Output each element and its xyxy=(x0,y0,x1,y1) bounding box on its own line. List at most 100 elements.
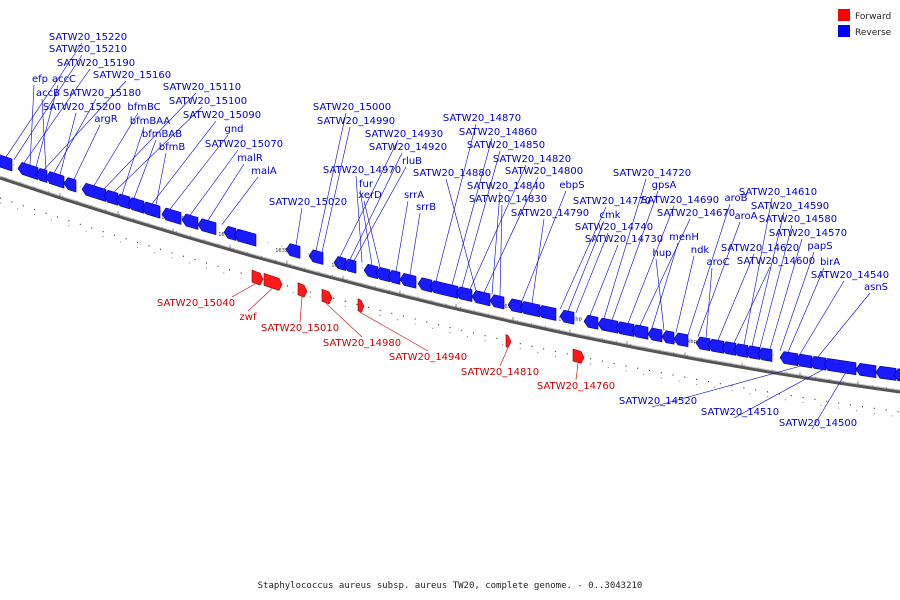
reverse-gene-arrow[interactable] xyxy=(471,290,491,307)
reverse-gene-label: SATW20_14790 xyxy=(511,208,589,219)
reverse-gene-arrow[interactable] xyxy=(721,341,737,356)
reverse-leader-line xyxy=(817,292,871,358)
reverse-gene-arrow[interactable] xyxy=(35,167,48,184)
reverse-gene-arrow[interactable] xyxy=(399,272,417,289)
reverse-gene-arrow[interactable] xyxy=(0,154,13,172)
reverse-gene-arrow[interactable] xyxy=(308,249,324,265)
reverse-gene-label: papS xyxy=(807,241,832,252)
reverse-leader-line xyxy=(799,280,845,355)
reverse-gene-label: bfmBAB xyxy=(142,129,182,140)
reverse-gene-arrow[interactable] xyxy=(489,294,505,310)
forward-gene-arrow[interactable] xyxy=(251,269,264,286)
reverse-leader-line xyxy=(759,224,793,348)
reverse-gene-label: efp xyxy=(32,74,48,85)
reverse-gene-arrow[interactable] xyxy=(45,171,65,189)
reverse-gene-arrow[interactable] xyxy=(855,362,877,378)
reverse-gene-arrow[interactable] xyxy=(519,301,541,318)
reverse-gene-arrow[interactable] xyxy=(363,263,379,280)
reverse-leader-line xyxy=(363,200,381,268)
reverse-gene-arrow[interactable] xyxy=(757,347,773,362)
reverse-gene-arrow[interactable] xyxy=(285,243,301,259)
reverse-gene-label: hup xyxy=(652,248,671,259)
reverse-gene-label: SATW20_14850 xyxy=(467,140,545,151)
reverse-gene-arrow[interactable] xyxy=(417,277,433,293)
reverse-gene-arrow[interactable] xyxy=(17,162,39,181)
reverse-gene-arrow[interactable] xyxy=(161,207,182,225)
reverse-gene-arrow[interactable] xyxy=(181,213,199,230)
reverse-gene-arrow[interactable] xyxy=(661,330,675,345)
reverse-gene-label: SATW20_15100 xyxy=(169,96,247,107)
reverse-gene-label: SATW20_14820 xyxy=(493,154,571,165)
reverse-gene-label: aroC xyxy=(706,257,729,268)
reverse-gene-label: SATW20_15020 xyxy=(269,197,347,208)
forward-gene-arrow[interactable] xyxy=(572,348,585,364)
reverse-gene-label: gnd xyxy=(224,124,243,135)
reverse-gene-label: SATW20_14500 xyxy=(779,418,857,429)
reverse-gene-label: ndk xyxy=(691,245,710,256)
reverse-gene-arrow[interactable] xyxy=(127,197,145,214)
reverse-gene-arrow[interactable] xyxy=(537,305,557,321)
reverse-gene-arrow[interactable] xyxy=(673,332,689,348)
reverse-leader-line xyxy=(627,205,675,324)
reverse-gene-arrow[interactable] xyxy=(615,321,635,337)
forward-gene-label: SATW20_14810 xyxy=(461,367,539,378)
reverse-gene-arrow[interactable] xyxy=(81,182,107,202)
reverse-leader-line xyxy=(469,164,527,290)
reverse-gene-arrow[interactable] xyxy=(583,314,599,330)
forward-gene-label: zwf xyxy=(240,312,257,323)
reverse-gene-label: accC xyxy=(52,74,76,85)
legend-reverse-swatch xyxy=(838,25,850,37)
reverse-leader-line xyxy=(53,98,97,174)
genome-caption: Staphylococcus aureus subsp. aureus TW20… xyxy=(258,581,643,591)
reverse-leader-line xyxy=(705,267,713,339)
forward-leader-line xyxy=(247,288,273,312)
reverse-leader-line xyxy=(43,80,127,170)
reverse-gene-arrow[interactable] xyxy=(597,317,619,334)
reverse-gene-arrow[interactable] xyxy=(695,336,711,352)
reverse-gene-arrow[interactable] xyxy=(387,269,401,285)
reverse-leader-line xyxy=(575,232,609,313)
forward-gene-arrow[interactable] xyxy=(321,288,333,305)
reverse-leader-line xyxy=(349,152,403,260)
reverse-gene-arrow[interactable] xyxy=(745,345,761,360)
forward-gene-arrow[interactable] xyxy=(297,282,308,298)
reverse-gene-arrow[interactable] xyxy=(507,298,523,314)
reverse-gene-arrow[interactable] xyxy=(733,343,749,358)
reverse-gene-label: SATW20_14510 xyxy=(701,407,779,418)
reverse-gene-label: SATW20_15190 xyxy=(57,58,135,69)
reverse-leader-line xyxy=(491,191,501,295)
reverse-gene-arrow[interactable] xyxy=(779,351,799,367)
legend-reverse-label: Reverse xyxy=(855,28,892,38)
reverse-gene-arrow[interactable] xyxy=(233,228,257,247)
reverse-gene-label: SATW20_15180 xyxy=(63,88,141,99)
reverse-gene-arrow[interactable] xyxy=(823,358,857,376)
reverse-leader-line xyxy=(355,175,363,263)
reverse-gene-arrow[interactable] xyxy=(455,286,473,303)
reverse-gene-arrow[interactable] xyxy=(795,353,813,369)
reverse-leader-line xyxy=(73,124,101,180)
reverse-gene-arrow[interactable] xyxy=(875,365,897,381)
reverse-gene-label: bfmBAA xyxy=(130,116,171,127)
reverse-gene-arrow[interactable] xyxy=(559,309,575,325)
reverse-gene-label: gpsA xyxy=(652,180,677,191)
reverse-gene-label: SATW20_15220 xyxy=(49,32,127,43)
forward-gene-arrow[interactable] xyxy=(263,273,283,291)
forward-gene-arrow[interactable] xyxy=(505,333,512,349)
gene-arrows xyxy=(0,154,900,382)
reverse-gene-arrow[interactable] xyxy=(63,177,77,193)
reverse-gene-arrow[interactable] xyxy=(809,356,827,371)
reverse-gene-arrow[interactable] xyxy=(141,201,161,219)
reverse-gene-arrow[interactable] xyxy=(647,327,663,343)
reverse-gene-label: SATW20_14730 xyxy=(585,234,663,245)
reverse-leader-line xyxy=(451,137,493,286)
reverse-leader-line xyxy=(5,42,83,158)
legend: Forward Reverse xyxy=(838,9,892,38)
reverse-gene-label: SATW20_14930 xyxy=(365,129,443,140)
reverse-gene-arrow[interactable] xyxy=(223,225,237,241)
reverse-gene-arrow[interactable] xyxy=(631,324,649,340)
reverse-leader-line xyxy=(655,258,665,331)
reverse-gene-arrow[interactable] xyxy=(707,338,725,354)
reverse-gene-arrow[interactable] xyxy=(197,218,217,236)
reverse-gene-arrow[interactable] xyxy=(343,258,357,274)
forward-gene-arrow[interactable] xyxy=(357,298,365,313)
